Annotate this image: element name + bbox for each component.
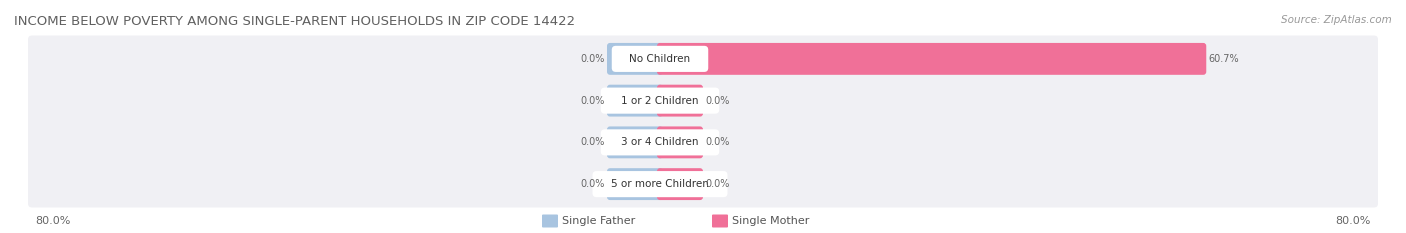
Text: 0.0%: 0.0% <box>581 179 605 189</box>
Text: 0.0%: 0.0% <box>581 137 605 147</box>
FancyBboxPatch shape <box>600 88 720 114</box>
FancyBboxPatch shape <box>657 43 1206 75</box>
Text: 0.0%: 0.0% <box>704 137 730 147</box>
Text: 5 or more Children: 5 or more Children <box>612 179 709 189</box>
Text: 0.0%: 0.0% <box>704 96 730 106</box>
FancyBboxPatch shape <box>612 46 709 72</box>
FancyBboxPatch shape <box>600 129 720 155</box>
Text: No Children: No Children <box>630 54 690 64</box>
Text: 0.0%: 0.0% <box>581 96 605 106</box>
FancyBboxPatch shape <box>28 161 1378 208</box>
FancyBboxPatch shape <box>541 215 558 227</box>
FancyBboxPatch shape <box>28 77 1378 124</box>
Text: 80.0%: 80.0% <box>1336 216 1371 226</box>
Text: 60.7%: 60.7% <box>1208 54 1239 64</box>
FancyBboxPatch shape <box>607 85 664 116</box>
Text: 0.0%: 0.0% <box>581 54 605 64</box>
FancyBboxPatch shape <box>607 168 664 200</box>
FancyBboxPatch shape <box>592 171 727 197</box>
Text: 0.0%: 0.0% <box>704 179 730 189</box>
Text: 1 or 2 Children: 1 or 2 Children <box>621 96 699 106</box>
FancyBboxPatch shape <box>657 85 703 116</box>
FancyBboxPatch shape <box>711 215 728 227</box>
FancyBboxPatch shape <box>657 168 703 200</box>
Text: 3 or 4 Children: 3 or 4 Children <box>621 137 699 147</box>
Text: Single Mother: Single Mother <box>733 216 810 226</box>
FancyBboxPatch shape <box>657 127 703 158</box>
Text: 80.0%: 80.0% <box>35 216 70 226</box>
Text: INCOME BELOW POVERTY AMONG SINGLE-PARENT HOUSEHOLDS IN ZIP CODE 14422: INCOME BELOW POVERTY AMONG SINGLE-PARENT… <box>14 15 575 28</box>
FancyBboxPatch shape <box>607 127 664 158</box>
FancyBboxPatch shape <box>28 35 1378 82</box>
FancyBboxPatch shape <box>607 43 664 75</box>
FancyBboxPatch shape <box>28 119 1378 166</box>
Text: Source: ZipAtlas.com: Source: ZipAtlas.com <box>1281 15 1392 25</box>
Text: Single Father: Single Father <box>562 216 636 226</box>
